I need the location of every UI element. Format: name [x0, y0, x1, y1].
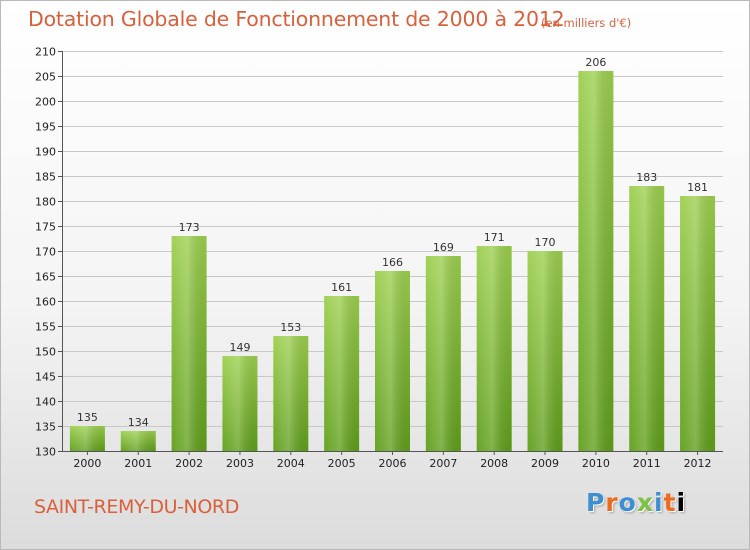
value-label: 171	[484, 231, 505, 244]
bar-highlight	[680, 196, 716, 451]
logo-letter: t	[663, 488, 677, 517]
proxiti-logo: Proxiti	[586, 488, 686, 517]
y-tick-label: 195	[35, 121, 56, 134]
bar-highlight	[578, 71, 614, 451]
y-tick-label: 145	[35, 371, 56, 384]
y-tick-label: 150	[35, 346, 56, 359]
value-label: 173	[179, 221, 200, 234]
y-tick-label: 190	[35, 146, 56, 159]
value-label: 153	[280, 321, 301, 334]
x-tick-label: 2002	[175, 457, 203, 470]
value-label: 169	[433, 241, 454, 254]
y-tick-label: 200	[35, 96, 56, 109]
x-tick-label: 2006	[379, 457, 407, 470]
value-label: 161	[331, 281, 352, 294]
x-tick-label: 2003	[226, 457, 254, 470]
bar-highlight	[476, 246, 512, 451]
x-tick-label: 2004	[277, 457, 305, 470]
y-tick-label: 130	[35, 446, 56, 459]
bar-highlight	[425, 256, 461, 451]
y-tick-label: 170	[35, 246, 56, 259]
logo-letter: i	[654, 488, 664, 517]
logo-letter: i	[676, 488, 687, 517]
value-label: 206	[585, 56, 606, 69]
bar-highlight	[273, 336, 309, 451]
y-tick-label: 165	[35, 271, 56, 284]
value-label: 183	[636, 171, 657, 184]
x-tick-label: 2009	[531, 457, 559, 470]
logo-letter: P	[586, 488, 606, 517]
y-tick-label: 180	[35, 196, 56, 209]
value-label: 134	[128, 416, 149, 429]
x-tick-label: 2000	[73, 457, 101, 470]
y-tick-label: 175	[35, 221, 56, 234]
y-tick-label: 160	[35, 296, 56, 309]
bar-highlight	[375, 271, 410, 451]
y-tick-label: 140	[35, 396, 56, 409]
logo-letter: r	[605, 488, 619, 517]
y-tick-label: 210	[35, 46, 56, 59]
commune-name: SAINT-REMY-DU-NORD	[34, 496, 239, 518]
logo-letter: o	[618, 488, 637, 517]
y-tick-label: 185	[35, 171, 56, 184]
x-tick-label: 2005	[328, 457, 356, 470]
y-tick-label: 205	[35, 71, 56, 84]
value-label: 170	[535, 236, 556, 249]
bar-highlight	[222, 356, 258, 451]
y-tick-label: 155	[35, 321, 56, 334]
logo-letter: x	[636, 488, 654, 517]
bar-highlight	[171, 236, 207, 451]
bar-highlight	[324, 296, 360, 451]
y-tick-label: 135	[35, 421, 56, 434]
value-label: 149	[229, 341, 250, 354]
value-label: 135	[77, 411, 98, 424]
bar-highlight	[120, 431, 156, 451]
x-tick-label: 2010	[582, 457, 610, 470]
bar-highlight	[527, 251, 563, 451]
x-tick-label: 2007	[429, 457, 457, 470]
bar-highlight	[69, 426, 105, 451]
x-tick-label: 2008	[480, 457, 508, 470]
x-tick-label: 2012	[684, 457, 712, 470]
bar-highlight	[629, 186, 665, 451]
value-label: 166	[382, 256, 403, 269]
unit-note: (en milliers d'€)	[541, 16, 632, 30]
x-tick-label: 2001	[124, 457, 152, 470]
chart-title: Dotation Globale de Fonctionnement de 20…	[28, 7, 565, 31]
x-tick-label: 2011	[633, 457, 661, 470]
value-label: 181	[687, 181, 708, 194]
